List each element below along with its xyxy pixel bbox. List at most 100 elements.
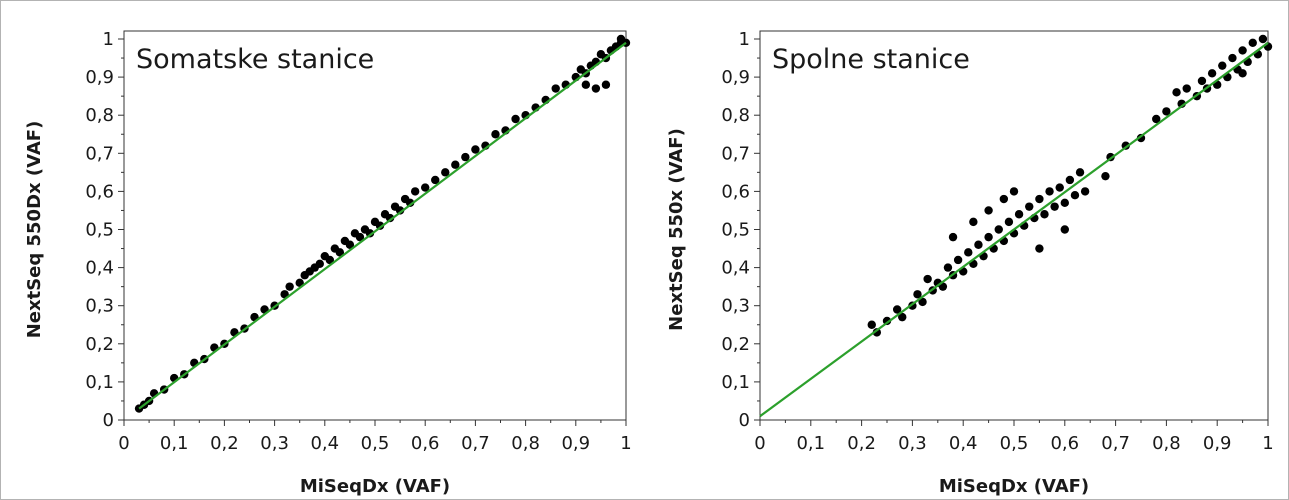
data-point: [551, 84, 560, 93]
data-point: [1182, 84, 1191, 93]
x-tick-label: 0,7: [1101, 433, 1130, 454]
y-tick-label: 0,8: [85, 105, 114, 126]
y-tick-label: 0,1: [85, 372, 114, 393]
x-tick-label: 0,9: [1203, 433, 1232, 454]
data-point: [1258, 34, 1268, 44]
data-point: [421, 183, 430, 192]
data-point: [581, 80, 591, 89]
data-point: [325, 255, 335, 265]
y-tick-label: 0,1: [721, 372, 750, 393]
data-point: [892, 305, 902, 314]
x-tick-label: 0,3: [260, 433, 289, 454]
data-point: [1004, 217, 1014, 227]
y-tick-label: 0,9: [85, 67, 114, 88]
data-point: [1238, 46, 1247, 55]
data-point: [948, 232, 958, 242]
x-tick-label: 0,6: [1050, 433, 1079, 454]
x-axis-label: MiSeqDx (VAF): [939, 476, 1089, 497]
data-point: [410, 187, 420, 196]
data-point: [1075, 168, 1085, 177]
x-tick-label: 0,1: [796, 433, 825, 454]
y-tick-label: 0,2: [85, 334, 114, 355]
data-point: [953, 255, 963, 265]
x-tick-label: 0,2: [210, 433, 239, 454]
data-point: [1060, 225, 1069, 234]
data-point: [491, 130, 500, 139]
y-axis-label: NextSeq 550Dx (VAF): [24, 121, 45, 339]
data-point: [385, 213, 395, 223]
data-point: [335, 248, 345, 257]
data-point: [1197, 76, 1207, 86]
y-tick-label: 0,8: [721, 105, 750, 126]
y-axis-label: NextSeq 550x (VAF): [666, 128, 687, 331]
data-point: [405, 198, 415, 208]
y-tick-label: 0,7: [721, 143, 750, 164]
data-point: [1060, 198, 1069, 208]
data-point: [994, 225, 1003, 234]
y-tick-label: 0: [739, 410, 750, 431]
data-point: [918, 297, 927, 307]
data-point: [345, 240, 355, 249]
y-tick-label: 1: [103, 29, 114, 50]
x-tick-label: 0,5: [361, 433, 390, 454]
x-tick-label: 0,1: [160, 433, 189, 454]
x-tick-label: 0,7: [461, 433, 490, 454]
x-tick-label: 0: [118, 433, 129, 454]
data-point: [867, 320, 876, 329]
x-tick-label: 1: [1262, 433, 1273, 454]
x-tick-label: 0,4: [310, 433, 339, 454]
data-point: [511, 114, 520, 124]
data-point: [1025, 202, 1034, 211]
data-point: [355, 232, 365, 242]
y-tick-label: 0,4: [721, 258, 750, 279]
data-point: [295, 278, 304, 288]
panel-title: Somatske stanice: [136, 44, 374, 75]
data-point: [1055, 183, 1064, 192]
data-point: [1101, 171, 1110, 181]
x-tick-label: 0,8: [1152, 433, 1181, 454]
data-point: [285, 282, 294, 291]
data-point: [872, 328, 882, 337]
y-tick-label: 0,3: [85, 296, 114, 317]
data-point: [1014, 210, 1024, 219]
y-tick-label: 0,5: [721, 220, 750, 241]
x-tick-label: 0,3: [898, 433, 927, 454]
data-point: [1009, 187, 1019, 196]
data-point: [395, 206, 405, 215]
data-point: [315, 259, 324, 268]
data-point: [1238, 69, 1247, 78]
data-point: [943, 263, 953, 272]
data-point: [898, 312, 907, 322]
y-tick-label: 1: [739, 29, 750, 50]
data-point: [1035, 244, 1044, 253]
data-point: [1080, 187, 1090, 196]
data-point: [451, 160, 460, 169]
data-point: [1207, 69, 1217, 78]
plot-area: [759, 30, 1269, 421]
y-tick-label: 0,4: [85, 258, 114, 279]
data-point: [1228, 53, 1237, 63]
panel-title: Spolne stanice: [772, 44, 970, 75]
data-point: [1035, 194, 1044, 204]
data-point: [1162, 107, 1171, 116]
data-point: [601, 80, 611, 89]
data-point: [923, 274, 932, 284]
x-axis-label: MiSeqDx (VAF): [300, 476, 450, 497]
x-tick-label: 0,8: [511, 433, 540, 454]
data-point: [913, 290, 922, 299]
data-point: [1065, 175, 1075, 185]
somatic-scatter-chart: 0 0,1 0,2 0,3 0,4 0,5 0,6 0,7 0,8 0,9 1 0 0,1 0,2 0,3 0…: [24, 29, 632, 497]
x-tick-label: 0,2: [847, 433, 876, 454]
x-tick-label: 0,6: [411, 433, 440, 454]
data-point: [984, 206, 993, 215]
data-point: [1248, 38, 1257, 48]
data-point: [999, 194, 1009, 204]
data-point: [964, 248, 973, 257]
y-tick-label: 0,6: [85, 181, 114, 202]
germline-scatter-chart: 0 0,1 0,2 0,3 0,4 0,5 0,6 0,7 0,8 0,9 1 0 0,1 0,2 0,3 0…: [666, 29, 1274, 497]
data-point: [591, 84, 601, 93]
x-tick-label: 1: [620, 433, 631, 454]
data-point: [984, 232, 993, 242]
fit-line: [759, 41, 1269, 418]
